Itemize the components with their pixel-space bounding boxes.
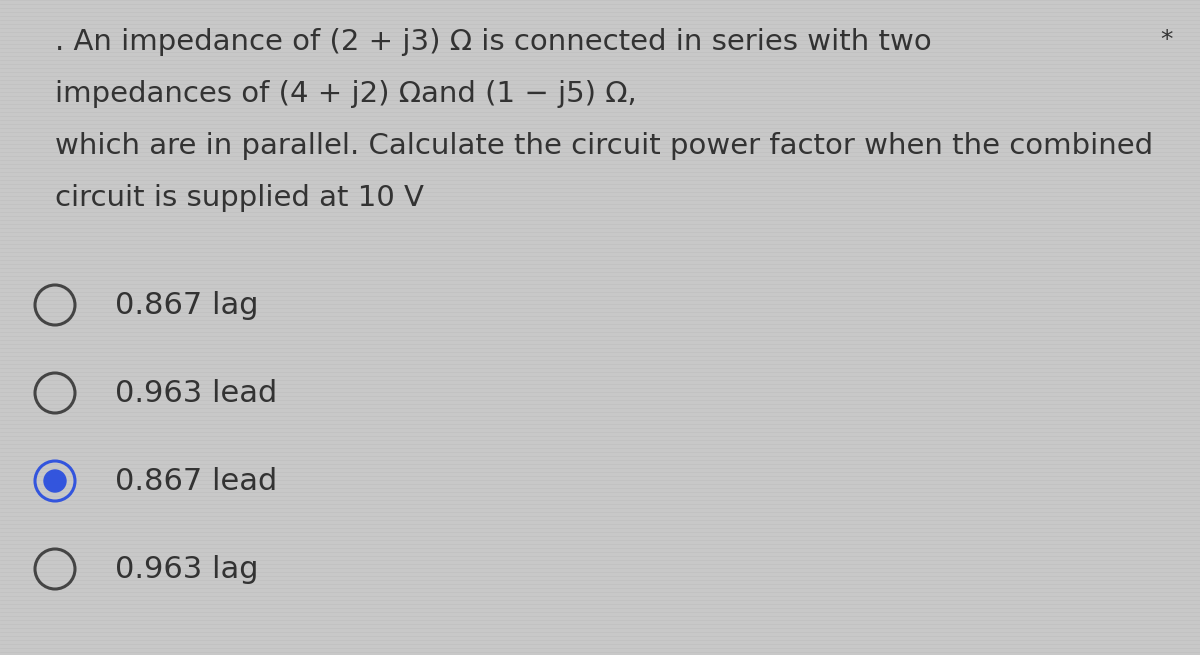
Text: *: * [1160, 28, 1172, 52]
Text: 0.963 lag: 0.963 lag [115, 555, 258, 584]
Ellipse shape [44, 470, 66, 492]
Text: circuit is supplied at 10 V: circuit is supplied at 10 V [55, 184, 424, 212]
Text: 0.867 lead: 0.867 lead [115, 466, 277, 495]
Text: 0.867 lag: 0.867 lag [115, 291, 258, 320]
Text: which are in parallel. Calculate the circuit power factor when the combined: which are in parallel. Calculate the cir… [55, 132, 1153, 160]
Text: 0.963 lead: 0.963 lead [115, 379, 277, 407]
Text: impedances of (4 + j2) Ωand (1 − j5) Ω,: impedances of (4 + j2) Ωand (1 − j5) Ω, [55, 80, 637, 108]
Text: . An impedance of (2 + j3) Ω is connected in series with two: . An impedance of (2 + j3) Ω is connecte… [55, 28, 931, 56]
